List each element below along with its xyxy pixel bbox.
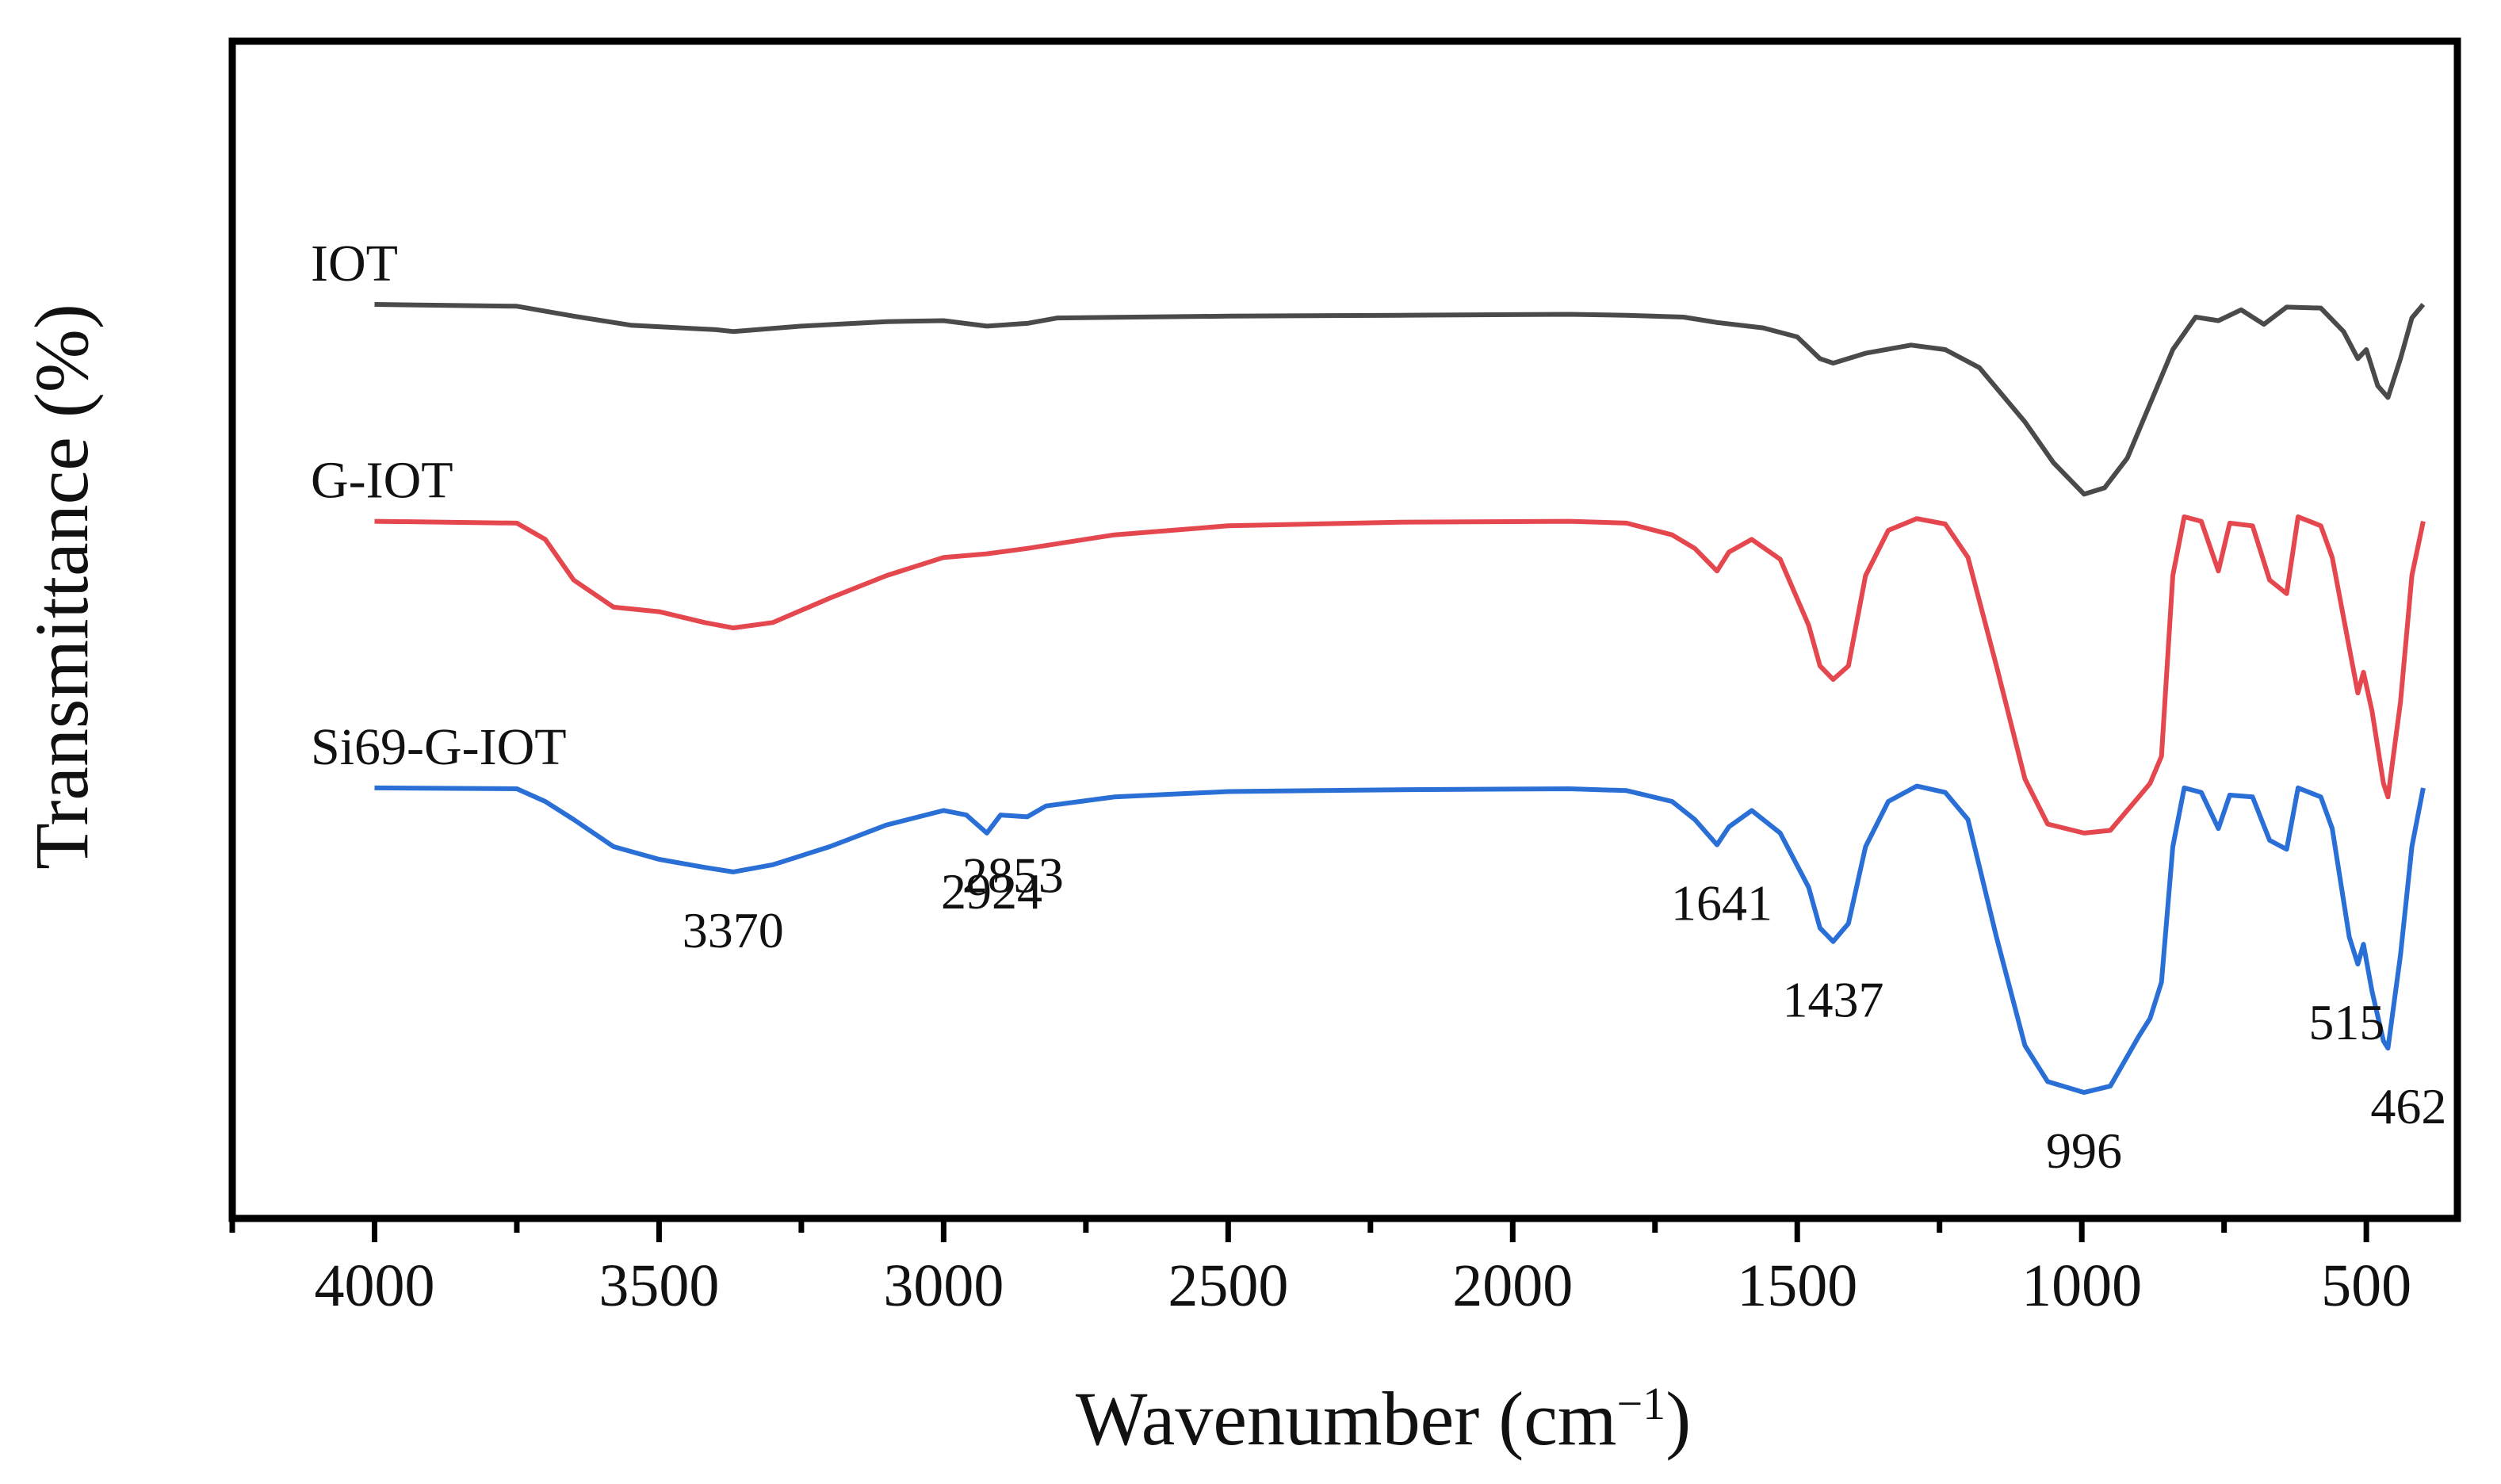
x-tick-label: 2500 bbox=[1168, 1253, 1288, 1319]
series-label-g-iot: G-IOT bbox=[311, 452, 453, 510]
series-line-g-iot bbox=[374, 514, 2426, 836]
x-tick-label: 500 bbox=[2321, 1253, 2411, 1319]
series-label-si69-g-iot: Si69-G-IOT bbox=[311, 718, 567, 776]
series-label-iot: IOT bbox=[311, 235, 398, 293]
series-line-iot bbox=[374, 302, 2426, 497]
x-axis-title: Wavenumber (cm−1) bbox=[1076, 1376, 1691, 1461]
peak-label: 1437 bbox=[1782, 972, 1883, 1028]
peak-label: 2853 bbox=[962, 847, 1064, 903]
x-axis-ticks: 4000 3500 3000 2500 2000 1500 1000 500 bbox=[229, 1218, 2411, 1319]
x-tick-label: 3500 bbox=[598, 1253, 719, 1319]
peak-label: 515 bbox=[2308, 994, 2384, 1050]
x-tick-label: 3000 bbox=[883, 1253, 1004, 1319]
x-tick-label: 1000 bbox=[2021, 1253, 2142, 1319]
peak-label: 1641 bbox=[1671, 875, 1772, 931]
x-tick-label: 2000 bbox=[1452, 1253, 1573, 1319]
peak-label: 3370 bbox=[683, 902, 784, 958]
peak-label: 2924 bbox=[941, 863, 1042, 920]
x-tick-label: 4000 bbox=[314, 1253, 434, 1319]
peak-label: 462 bbox=[2370, 1078, 2446, 1134]
y-axis-title: Transmittance (%) bbox=[19, 304, 104, 870]
peak-label: 996 bbox=[2046, 1123, 2122, 1179]
x-tick-label: 1500 bbox=[1737, 1253, 1857, 1319]
plot-frame bbox=[228, 37, 2461, 1222]
series-layer bbox=[374, 302, 2426, 1096]
series-line-si69-g-iot bbox=[374, 783, 2426, 1096]
